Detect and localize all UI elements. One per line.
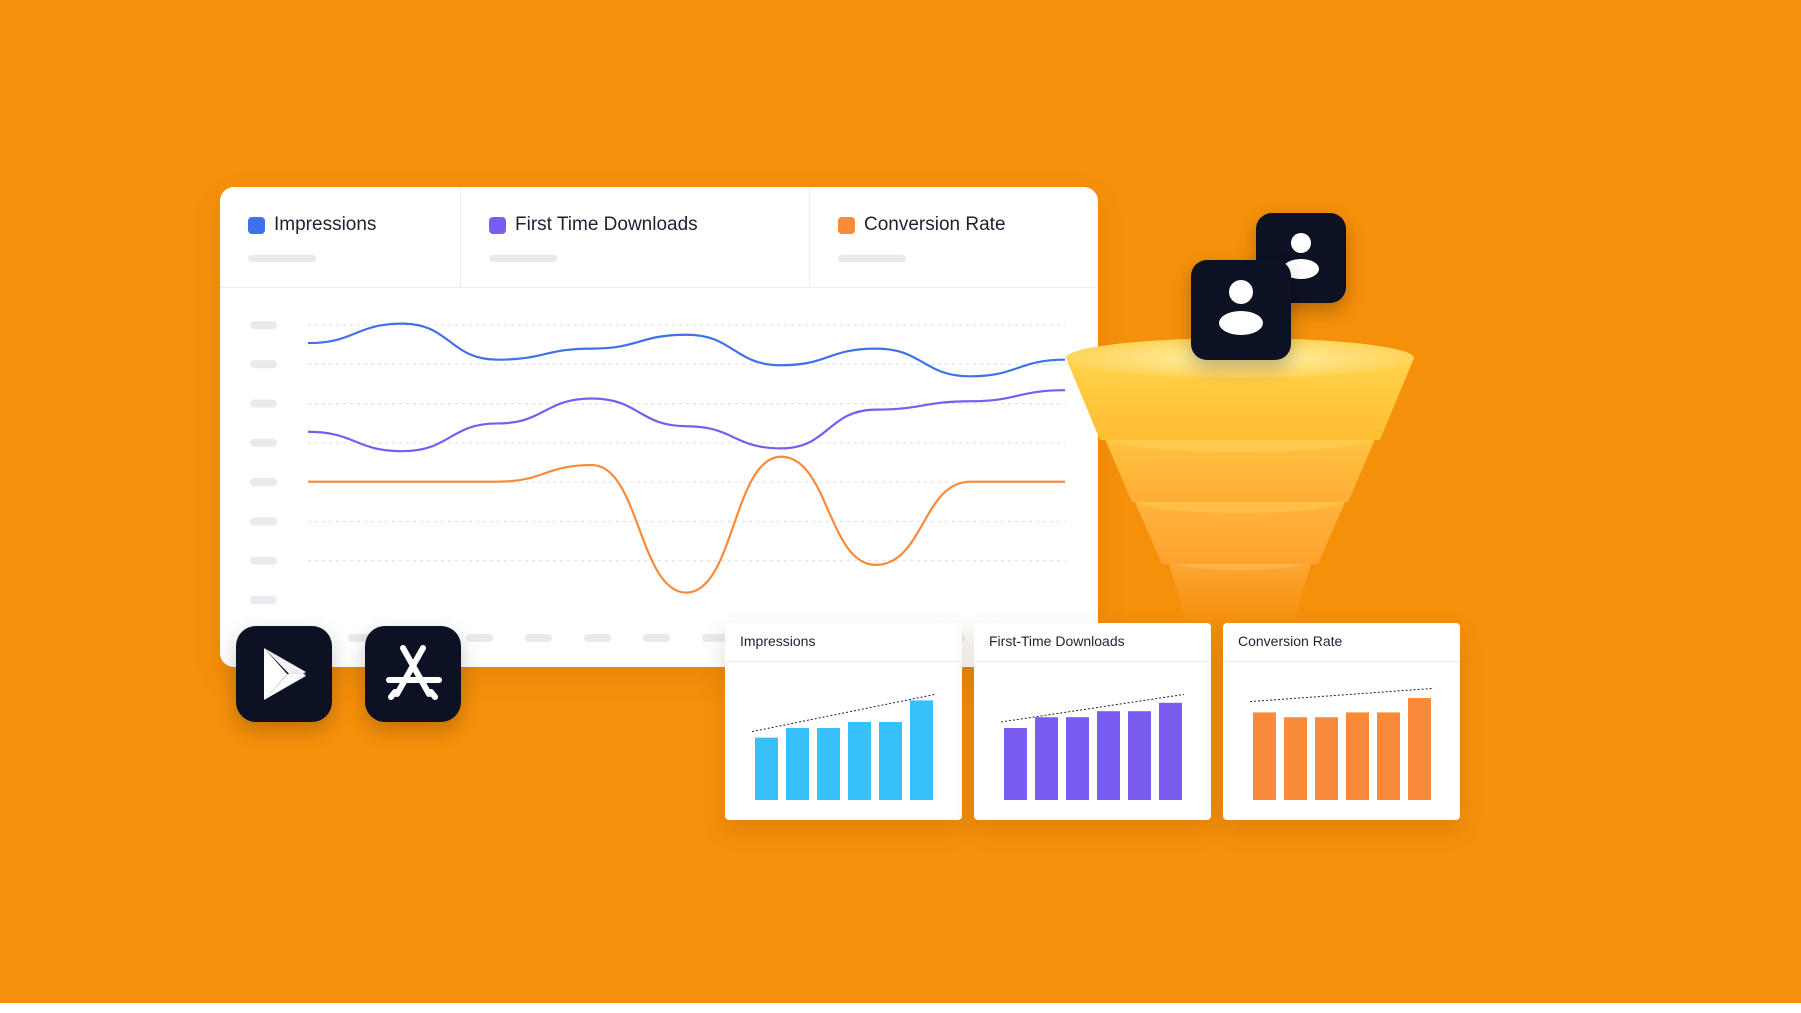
bar — [1128, 711, 1151, 800]
metric-swatch-conversion-rate — [838, 217, 855, 234]
bar — [879, 722, 902, 800]
bar — [1346, 712, 1369, 800]
x-tick-placeholder — [466, 634, 493, 642]
bar — [1253, 712, 1276, 800]
y-tick-placeholder — [250, 399, 277, 408]
x-tick-placeholder — [702, 634, 729, 642]
metric-label-first-time-downloads: First Time Downloads — [515, 214, 698, 235]
mini-chart-title: Impressions — [740, 633, 816, 649]
metric-tab-first-time-downloads[interactable]: First Time Downloads — [460, 187, 810, 287]
metric-tab-conversion-rate[interactable]: Conversion Rate — [809, 187, 1098, 287]
metric-label-impressions: Impressions — [274, 214, 377, 235]
bar — [1377, 712, 1400, 800]
trend-line — [751, 693, 936, 733]
x-tick-placeholder — [584, 634, 611, 642]
y-tick-placeholder — [250, 478, 277, 487]
metrics-header: Impressions First Time Downloads Convers… — [220, 187, 1098, 288]
mini-chart-card-impressions: Impressions — [725, 623, 962, 820]
line-chart — [250, 321, 1066, 642]
y-tick-placeholder — [250, 517, 277, 526]
line-series-impressions — [307, 322, 1066, 378]
app-store-icon[interactable] — [365, 626, 461, 722]
mini-chart-title: Conversion Rate — [1238, 633, 1343, 649]
trend-line — [1249, 687, 1434, 703]
y-tick-placeholder — [250, 596, 277, 604]
metric-swatch-impressions — [248, 217, 265, 234]
skeleton-line — [248, 255, 316, 262]
bar — [1066, 717, 1089, 800]
y-tick-placeholder — [250, 321, 277, 329]
funnel-tier-1 — [1066, 358, 1414, 440]
mini-bar-chart — [1249, 687, 1434, 800]
mini-bar-chart — [751, 693, 936, 800]
bar — [1408, 698, 1431, 800]
line-series-first_time_downloads — [307, 389, 1066, 453]
mini-chart-title: First-Time Downloads — [989, 633, 1125, 649]
y-tick-placeholder — [250, 360, 277, 369]
funnel-illustration — [1066, 338, 1414, 620]
x-tick-placeholder — [525, 634, 552, 642]
bar — [817, 728, 840, 800]
user-icon — [1219, 280, 1263, 335]
line-chart-card: Impressions First Time Downloads Convers… — [220, 187, 1098, 667]
metric-tab-impressions[interactable]: Impressions — [220, 187, 460, 287]
mini-chart-card-conversion-rate: Conversion Rate — [1223, 623, 1460, 820]
play-store-icon[interactable] — [236, 626, 332, 722]
bar — [910, 700, 933, 800]
bar — [1004, 728, 1027, 800]
bar — [1315, 717, 1338, 800]
bar — [755, 737, 778, 800]
funnel-tier-4 — [1168, 560, 1312, 620]
bar — [848, 722, 871, 800]
skeleton-line — [838, 255, 906, 262]
y-tick-placeholder — [250, 438, 277, 447]
trend-line — [1000, 693, 1185, 723]
metric-swatch-first-time-downloads — [489, 217, 506, 234]
x-tick-placeholder — [643, 634, 670, 642]
y-tick-placeholder — [250, 556, 277, 565]
bar — [1284, 717, 1307, 800]
mini-bar-chart — [1000, 693, 1185, 800]
mini-chart-card-first-time-downloads: First-Time Downloads — [974, 623, 1211, 820]
funnel-tier-3 — [1134, 500, 1346, 564]
metric-label-conversion-rate: Conversion Rate — [864, 214, 1006, 235]
user-tile-front — [1191, 260, 1291, 360]
funnel-tier-2 — [1104, 437, 1376, 502]
bar — [1097, 711, 1120, 800]
skeleton-line — [489, 255, 557, 262]
bar — [786, 728, 809, 800]
bar — [1159, 702, 1182, 800]
line-series-conversion_rate — [308, 455, 1065, 594]
user-icon — [1283, 233, 1319, 279]
bottom-strip — [0, 1003, 1801, 1013]
bar — [1035, 717, 1058, 800]
